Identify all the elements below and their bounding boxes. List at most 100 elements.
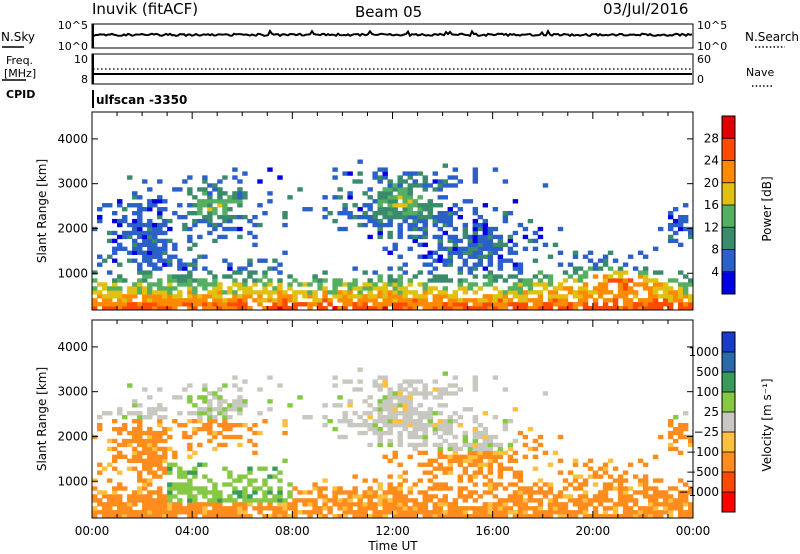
power-cell — [477, 214, 484, 220]
power-cell — [422, 187, 428, 192]
velocity-cell — [472, 474, 479, 479]
velocity-cell — [242, 403, 248, 408]
velocity-colorbar-segment — [722, 452, 735, 473]
power-cell — [147, 298, 153, 303]
velocity-cell — [457, 387, 464, 392]
power-cell — [687, 294, 694, 299]
velocity-cell — [447, 430, 453, 436]
power-cell — [172, 306, 178, 311]
x-tick-label: 08:00 — [275, 524, 310, 538]
velocity-cell — [512, 474, 519, 479]
velocity-cell — [112, 494, 118, 499]
velocity-cell — [432, 474, 438, 479]
power-cell — [467, 242, 474, 248]
power-cell — [387, 214, 393, 220]
velocity-cell — [262, 466, 268, 471]
velocity-cell — [187, 411, 193, 416]
power-cell — [122, 298, 128, 303]
velocity-cell — [312, 502, 318, 507]
velocity-cell — [402, 478, 408, 483]
power-cell — [557, 298, 564, 303]
power-cell — [662, 294, 669, 299]
power-cell — [142, 250, 148, 255]
power-cell — [152, 222, 158, 228]
velocity-cell — [562, 506, 569, 511]
velocity-cell — [157, 422, 163, 428]
power-cell — [407, 207, 413, 212]
velocity-cell — [92, 510, 98, 515]
power-cell — [262, 298, 268, 303]
power-cell — [137, 234, 143, 240]
power-cell — [152, 238, 158, 244]
power-cell — [517, 294, 524, 299]
velocity-cell — [162, 502, 168, 507]
velocity-cell — [292, 486, 298, 491]
velocity-cell — [127, 498, 133, 503]
date-title: 03/Jul/2016 — [603, 0, 688, 18]
velocity-cell — [662, 498, 669, 503]
nave-ytick-right-bottom: 0 — [697, 73, 704, 86]
power-cell — [507, 246, 514, 251]
velocity-cell — [537, 478, 544, 483]
power-cell — [527, 218, 534, 224]
velocity-cell — [457, 422, 464, 428]
power-cell — [337, 211, 343, 216]
velocity-cell — [387, 387, 393, 392]
power-cell — [187, 298, 193, 303]
velocity-cell — [522, 502, 529, 507]
velocity-cell — [147, 506, 153, 511]
velocity-cell — [492, 510, 499, 515]
power-cell — [167, 286, 173, 291]
power-cell — [512, 294, 519, 299]
velocity-cell — [372, 426, 378, 432]
power-cell — [422, 203, 428, 208]
power-cell — [392, 282, 398, 287]
power-cell — [187, 203, 193, 208]
power-cell — [482, 230, 489, 236]
velocity-cell — [387, 426, 393, 432]
power-cell — [167, 226, 173, 232]
velocity-cell — [237, 395, 243, 400]
velocity-cell — [687, 442, 694, 448]
velocity-cell — [432, 422, 438, 428]
velocity-cell — [267, 490, 273, 495]
power-cell — [227, 274, 233, 279]
power-cell — [182, 302, 188, 307]
velocity-cell — [282, 498, 288, 503]
velocity-cell — [382, 379, 388, 384]
power-cell — [247, 274, 253, 279]
velocity-cell — [467, 450, 474, 456]
velocity-cell — [267, 486, 273, 491]
velocity-cell — [517, 430, 524, 436]
power-cell — [457, 238, 464, 244]
velocity-cell — [317, 514, 323, 519]
velocity-cell — [187, 498, 193, 503]
power-cell — [652, 246, 659, 251]
power-cell — [447, 258, 453, 263]
power-cell — [302, 294, 308, 299]
velocity-cell — [162, 494, 168, 499]
velocity-cell — [647, 494, 654, 499]
power-cell — [422, 230, 428, 236]
velocity-cell — [377, 407, 383, 412]
velocity-cell — [562, 510, 569, 515]
velocity-cell — [217, 510, 223, 515]
power-cell — [372, 302, 378, 307]
power-cell — [472, 302, 479, 307]
power-cell — [142, 179, 148, 184]
velocity-cell — [207, 430, 213, 436]
velocity-cell — [167, 498, 173, 503]
velocity-cell — [602, 470, 609, 475]
power-cell — [667, 306, 674, 311]
velocity-cell — [602, 482, 609, 487]
velocity-cell — [447, 419, 453, 424]
velocity-cell — [607, 514, 614, 519]
velocity-cell — [447, 426, 453, 432]
velocity-cell — [587, 502, 594, 507]
velocity-cell — [327, 506, 333, 511]
velocity-cell — [622, 502, 629, 507]
velocity-cell — [217, 442, 223, 448]
power-cell — [202, 306, 208, 311]
velocity-cell — [662, 494, 669, 499]
power-cell — [127, 294, 133, 299]
